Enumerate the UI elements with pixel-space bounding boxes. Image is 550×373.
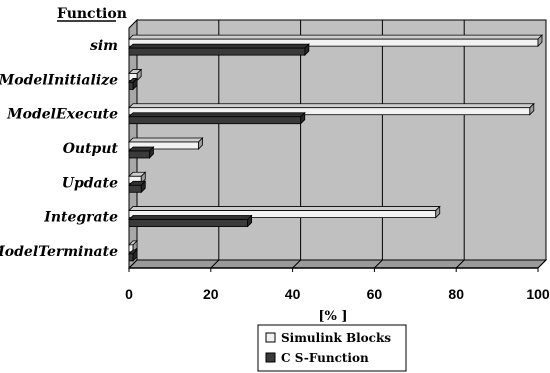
bar-c-s-function <box>128 111 306 125</box>
bar-c-s-function <box>128 214 253 228</box>
bar-end-face <box>529 102 535 116</box>
legend-swatch-simulink-blocks <box>265 332 276 343</box>
bar-top-face <box>128 103 535 109</box>
labels: Function [% ] 0 20 40 60 80 100 sim ModelInitia… <box>0 6 550 324</box>
gridline-floor <box>128 259 138 269</box>
bar-top-face <box>128 112 306 118</box>
bar-front-face <box>128 116 302 125</box>
bars <box>128 34 543 262</box>
bar-top-face <box>128 206 441 211</box>
bar-end-face <box>304 43 310 57</box>
bar-front-face <box>128 150 150 159</box>
x-tick-label: 60 <box>367 286 383 302</box>
x-tick-label: 40 <box>285 286 301 302</box>
bar-front-face <box>128 47 306 56</box>
bar-end-face <box>198 137 203 150</box>
bar-simulink-blocks <box>128 239 139 253</box>
bar-c-s-function <box>128 180 147 194</box>
legend-swatch-c-s-function <box>265 352 276 363</box>
category-label: sim <box>90 38 118 54</box>
category-label: ModelTerminate <box>0 244 118 260</box>
bar-top-face <box>128 43 310 49</box>
x-tick-label: 20 <box>203 286 219 302</box>
bar-c-s-function <box>128 77 139 91</box>
bar-simulink-blocks <box>128 137 204 150</box>
gridline-floor <box>537 259 547 269</box>
x-tick-label: 100 <box>526 286 550 302</box>
bar-front-face <box>128 184 142 193</box>
legend-label-c-s-function: C S-Function <box>281 351 369 365</box>
bar-end-face <box>132 248 138 262</box>
bar-end-face <box>140 180 146 194</box>
chart-title: Function <box>57 6 127 22</box>
legend-label-simulink-blocks: Simulink Blocks <box>281 331 391 345</box>
bar-simulink-blocks <box>128 34 543 48</box>
category-label: Update <box>62 175 118 191</box>
bar-front-face <box>128 219 249 227</box>
bar-end-face <box>300 111 306 125</box>
category-label: ModelExecute <box>6 107 118 123</box>
gridline-floor <box>455 259 465 269</box>
category-label: Integrate <box>43 210 118 226</box>
bar-c-s-function <box>128 248 139 262</box>
bar-front-face <box>128 253 134 262</box>
gridline-floor <box>210 259 220 269</box>
legend-box <box>257 324 407 372</box>
gridline-floor <box>374 259 383 269</box>
x-tick-label: 0 <box>125 286 133 302</box>
bar-top-face <box>128 137 204 143</box>
x-axis-label: [% ] <box>318 309 347 324</box>
bar-simulink-blocks <box>128 205 441 219</box>
bar-front-face <box>128 82 134 90</box>
bar-end-face <box>537 34 543 48</box>
bar-c-s-function <box>128 146 155 159</box>
bar-top-face <box>128 215 253 220</box>
gridline-floor <box>292 259 301 269</box>
bar-end-face <box>247 214 253 228</box>
plot-floor <box>127 259 548 269</box>
bar-simulink-blocks <box>128 102 535 116</box>
category-label: Output <box>63 141 119 157</box>
bar-c-s-function <box>128 43 310 57</box>
bar-top-face <box>128 34 543 40</box>
bar-end-face <box>149 146 154 159</box>
x-tick-label: 80 <box>448 286 464 302</box>
bar-end-face <box>132 77 138 91</box>
legend: Simulink Blocks C S-Function <box>257 324 407 372</box>
bar-end-face <box>435 205 441 219</box>
category-label: ModelInitialize <box>0 72 118 88</box>
